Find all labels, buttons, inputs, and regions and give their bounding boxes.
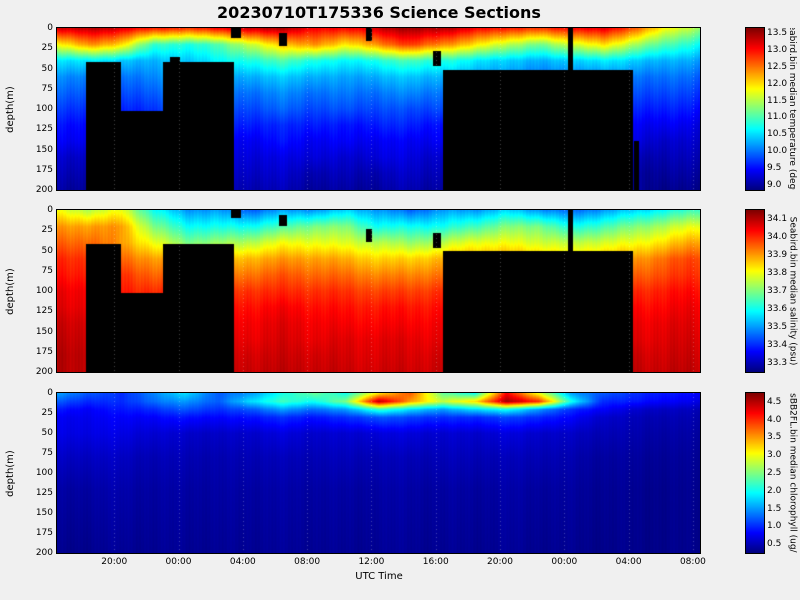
y-axis-label-text: depth(m) xyxy=(5,267,16,315)
x-tick-label: 04:00 xyxy=(615,557,642,567)
y-tick-label: 75 xyxy=(41,448,53,458)
y-tick-label: 200 xyxy=(35,185,53,195)
y-tick-label: 175 xyxy=(35,164,53,175)
colorbar-tick-label: 13.0 xyxy=(767,44,788,55)
colorbar-tick-label: 9.0 xyxy=(767,179,782,190)
y-tick-label: 125 xyxy=(35,488,53,498)
y-tick-label: 50 xyxy=(41,428,53,438)
y-tick-label: 50 xyxy=(41,63,53,74)
y-tick-label: 0 xyxy=(47,205,53,215)
y-tick-label: 75 xyxy=(41,265,53,276)
y-tick-label: 100 xyxy=(35,468,53,478)
y-tick-label: 200 xyxy=(35,367,53,377)
y-tick-label: 200 xyxy=(35,548,53,558)
colorbar-tick-label: 33.3 xyxy=(767,358,788,368)
salinity-colorbar xyxy=(746,210,764,372)
y-tick-label: 150 xyxy=(35,508,53,518)
y-tick-label: 175 xyxy=(35,346,53,357)
salinity-heatmap xyxy=(57,210,700,372)
colorbar-tick-label: 1.0 xyxy=(767,521,782,532)
y-axis-label-chlorophyll: depth(m) xyxy=(3,393,18,553)
x-tick-label: 04:00 xyxy=(229,557,256,567)
y-tick-label: 25 xyxy=(41,408,53,418)
colorbar-tick-label: 4.0 xyxy=(767,414,782,425)
figure-title: 20230710T175336 Science Sections xyxy=(217,3,541,22)
colorbar-tick-label: 34.0 xyxy=(767,232,788,242)
x-tick-label: 12:00 xyxy=(358,557,385,567)
chlorophyll-colorbar xyxy=(746,393,764,553)
temperature-heatmap xyxy=(57,28,700,190)
y-tick-label: 150 xyxy=(35,326,53,337)
x-tick-label: 20:00 xyxy=(487,557,513,567)
colorbar-tick-label: 33.4 xyxy=(767,340,788,350)
y-tick-label: 0 xyxy=(47,23,53,33)
colorbar-tick-label: 33.5 xyxy=(767,322,788,332)
colorbar-tick-label: 2.5 xyxy=(767,468,782,478)
y-axis-label-text: depth(m) xyxy=(5,449,16,497)
y-tick-label: 100 xyxy=(35,286,53,296)
colorbar-tick-label: 13.5 xyxy=(767,28,788,39)
x-tick-label: 08:00 xyxy=(294,557,321,567)
y-tick-label: 125 xyxy=(35,124,53,135)
x-tick-label: 16:00 xyxy=(422,557,449,567)
colorbar-tick-label: 3.5 xyxy=(767,432,782,443)
y-tick-label: 50 xyxy=(41,245,53,256)
colorbar-tick-label: 33.9 xyxy=(767,250,788,260)
y-axis-label-temperature: depth(m) xyxy=(3,28,18,190)
colorbar-tick-label: 0.5 xyxy=(767,539,782,550)
y-tick-label: 25 xyxy=(41,225,53,236)
x-tick-label: 20:00 xyxy=(101,557,128,567)
chlorophyll-heatmap xyxy=(57,393,700,553)
colorbar-tick-label: 12.0 xyxy=(767,78,788,89)
y-tick-label: 150 xyxy=(35,144,53,155)
colorbar-tick-label: 12.5 xyxy=(767,61,788,72)
x-axis-label: UTC Time xyxy=(355,571,403,582)
y-tick-label: 100 xyxy=(35,104,53,114)
y-tick-label: 75 xyxy=(41,83,53,94)
colorbar-tick-label: 4.5 xyxy=(767,396,782,407)
colorbar-tick-label: 2.0 xyxy=(767,485,782,496)
colorbar-tick-label: 33.7 xyxy=(767,286,788,296)
colorbar-tick-label: 11.0 xyxy=(767,112,788,123)
y-axis-label-text: depth(m) xyxy=(5,85,16,133)
colorbar-tick-label: 9.5 xyxy=(767,163,782,174)
y-tick-label: 125 xyxy=(35,306,53,317)
x-tick-label: 00:00 xyxy=(551,557,578,567)
colorbar-tick-label: 10.5 xyxy=(767,129,788,140)
colorbar-tick-label: 3.0 xyxy=(767,450,782,461)
y-axis-label-salinity: depth(m) xyxy=(3,210,18,372)
x-tick-label: 00:00 xyxy=(165,557,192,567)
y-tick-label: 25 xyxy=(41,43,53,54)
x-tick-label: 08:00 xyxy=(679,557,706,567)
colorbar-tick-label: 34.1 xyxy=(767,214,788,224)
temperature-colorbar xyxy=(746,28,764,190)
colorbar-tick-label: 10.0 xyxy=(767,146,788,157)
y-tick-label: 175 xyxy=(35,528,53,538)
colorbar-tick-label: 33.6 xyxy=(767,304,788,314)
colorbar-tick-label: 33.8 xyxy=(767,268,788,278)
y-tick-label: 0 xyxy=(47,388,53,398)
colorbar-tick-label: 11.5 xyxy=(767,95,788,106)
colorbar-tick-label: 1.5 xyxy=(767,503,782,514)
